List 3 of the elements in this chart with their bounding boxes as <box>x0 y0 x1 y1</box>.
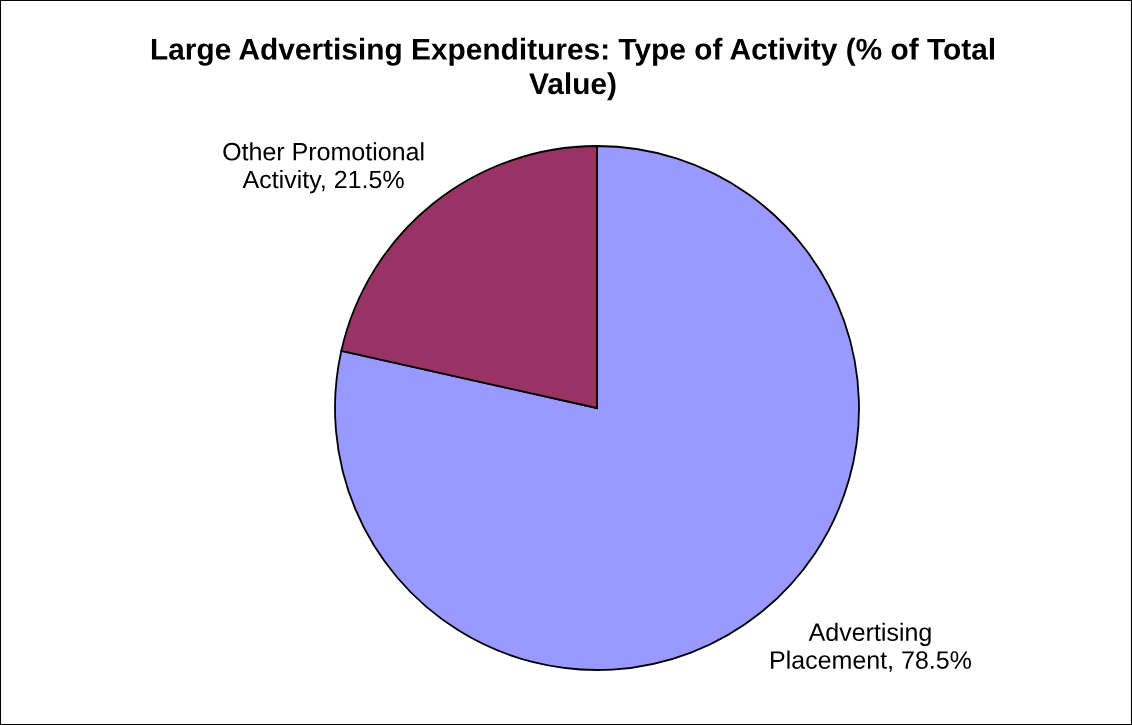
chart-title: Large Advertising Expenditures: Type of Activity (% of Total Value) <box>151 37 994 101</box>
slice-label: Advertising Placement, 78.5% <box>771 622 972 672</box>
slice-label: Other Promotional Activity, 21.5% <box>223 142 424 194</box>
